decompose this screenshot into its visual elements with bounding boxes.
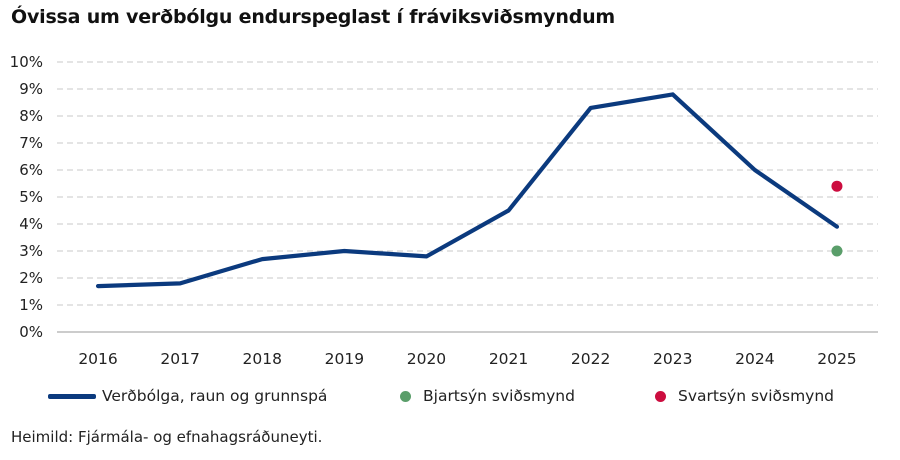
scenario-point-pessimistic xyxy=(831,180,843,192)
y-tick-label: 1% xyxy=(19,296,43,314)
x-tick-label: 2022 xyxy=(571,350,610,368)
y-axis-ticks: 0% 1% 2% 3% 4% 5% 6% 7% 8% 9% 10% xyxy=(10,53,43,341)
source-note: Heimild: Fjármála- og efnahagsráðuneyti. xyxy=(11,428,323,446)
x-tick-label: 2021 xyxy=(489,350,528,368)
y-tick-label: 3% xyxy=(19,242,43,260)
y-tick-label: 0% xyxy=(19,323,43,341)
x-tick-label: 2019 xyxy=(325,350,364,368)
x-axis-ticks: 2016 2017 2018 2019 2020 2021 2022 2023 2024 2025 xyxy=(78,350,856,368)
y-tick-label: 6% xyxy=(19,161,43,179)
y-tick-label: 4% xyxy=(19,215,43,233)
y-tick-label: 8% xyxy=(19,107,43,125)
y-tick-label: 7% xyxy=(19,134,43,152)
legend-swatch-dot-red xyxy=(655,390,666,402)
legend-label-optimistic: Bjartsýn sviðsmynd xyxy=(423,387,575,405)
x-tick-label: 2025 xyxy=(817,350,856,368)
series-line-actual xyxy=(95,92,840,289)
legend-item-optimistic: Bjartsýn sviðsmynd xyxy=(400,383,575,409)
legend-label-actual: Verðbólga, raun og grunnspá xyxy=(102,387,328,405)
legend-item-actual: Verðbólga, raun og grunnspá xyxy=(48,383,327,409)
y-tick-label: 9% xyxy=(19,80,43,98)
x-tick-label: 2020 xyxy=(407,350,446,368)
scenario-point-optimistic xyxy=(831,245,843,257)
legend-item-pessimistic: Svartsýn sviðsmynd xyxy=(655,383,834,409)
legend-label-pessimistic: Svartsýn sviðsmynd xyxy=(678,387,835,405)
y-tick-label: 2% xyxy=(19,269,43,287)
y-tick-label: 10% xyxy=(10,53,43,71)
x-tick-label: 2017 xyxy=(160,350,199,368)
x-tick-label: 2023 xyxy=(653,350,692,368)
legend-swatch-line xyxy=(48,393,96,399)
x-tick-label: 2018 xyxy=(243,350,282,368)
chart-title: Óvissa um verðbólgu endurspeglast í fráv… xyxy=(11,6,616,28)
x-tick-label: 2016 xyxy=(78,350,117,368)
gridlines xyxy=(57,61,878,333)
series-layer xyxy=(95,92,843,289)
legend-swatch-dot-green xyxy=(400,390,411,402)
y-tick-label: 5% xyxy=(19,188,43,206)
x-tick-label: 2024 xyxy=(735,350,774,368)
legend: Verðbólga, raun og grunnspá Bjartsýn svi… xyxy=(48,383,878,409)
